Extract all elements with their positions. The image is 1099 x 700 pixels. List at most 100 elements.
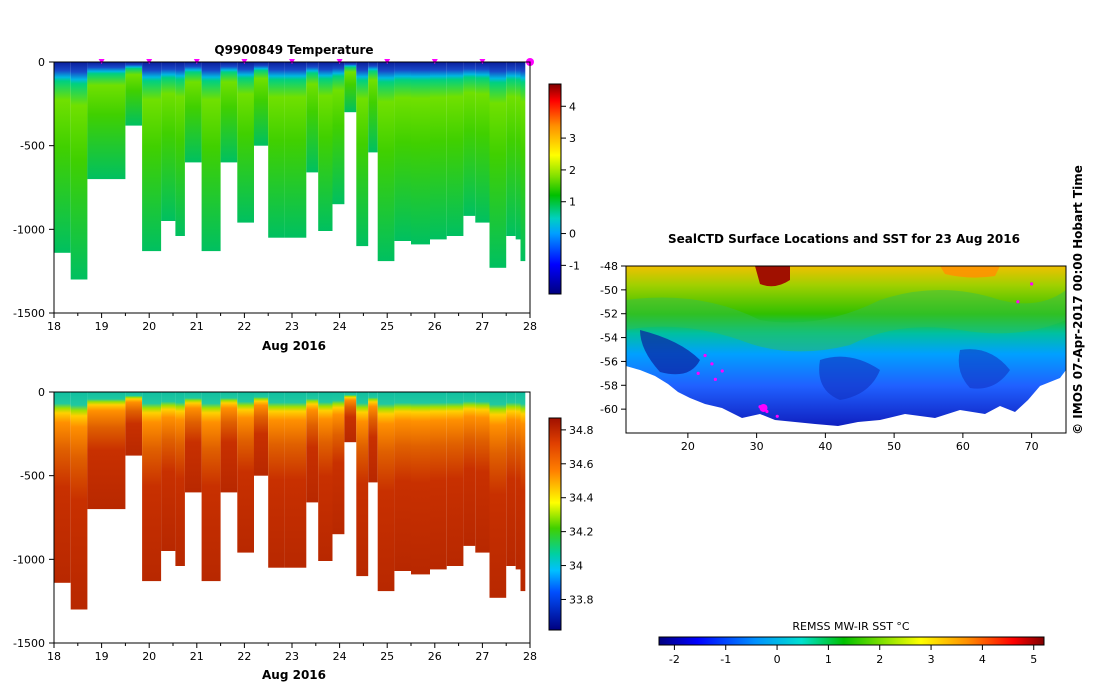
- track-point: [720, 369, 724, 373]
- temperature-profile-column: [306, 62, 319, 173]
- salinity-profile-column: [104, 392, 126, 510]
- sst-colorbar-tick-label: 3: [928, 653, 935, 666]
- map-x-tick-label: 70: [1025, 440, 1039, 453]
- x-tick-label: 27: [475, 650, 489, 663]
- map-y-tick-label: -50: [600, 284, 618, 297]
- temperature-profile-column: [377, 62, 395, 262]
- temperature-profile-column: [356, 62, 369, 247]
- colorbar-tick-label: 34.4: [569, 492, 594, 505]
- colorbar-tick-label: 1: [569, 196, 576, 209]
- salinity-profile-column: [306, 392, 319, 503]
- x-tick-label: 28: [523, 650, 537, 663]
- map-y-tick-label: -52: [600, 308, 618, 321]
- temperature-profile-column: [411, 62, 430, 245]
- x-tick-label: 27: [475, 320, 489, 333]
- salinity-profile-column: [344, 392, 357, 443]
- track-point: [1030, 282, 1034, 286]
- x-tick-label: 25: [380, 650, 394, 663]
- sst-front-band: [626, 290, 1066, 352]
- x-tick-label: 24: [333, 650, 347, 663]
- salinity-profile-column: [142, 392, 162, 582]
- colorbar-tick-label: 34.2: [569, 526, 594, 539]
- map-y-axis: -48 -50 -52 -54 -56 -58 -60: [600, 260, 626, 416]
- salinity-profile-column: [125, 392, 143, 456]
- sst-colorbar-title: REMSS MW-IR SST °C: [792, 620, 910, 633]
- salinity-profile-column: [506, 392, 516, 566]
- temperature-profile-column: [284, 62, 307, 238]
- sst-colorbar-group: REMSS MW-IR SST °C -2 -1 0 1 2 3 4 5: [658, 620, 1045, 666]
- map-x-tick-label: 50: [887, 440, 901, 453]
- salinity-profile-column: [430, 392, 447, 570]
- sst-cold-patch-west: [640, 330, 700, 375]
- sst-colorbar-tick-label: -1: [720, 653, 731, 666]
- temperature-xlabel: Aug 2016: [262, 339, 326, 353]
- temperature-x-axis: 18 19 20 21 22 23 24 25 26 27 28: [47, 313, 537, 333]
- temperature-panel: Q9900849 Temperature 18 19 20 21 22 23 24 25 26 2…: [13, 43, 580, 353]
- temperature-profile-column: [175, 62, 185, 236]
- sst-colorbar-tick-label: 2: [876, 653, 883, 666]
- salinity-profile-column: [70, 392, 88, 610]
- sst-colorbar-tick-label: 5: [1030, 653, 1037, 666]
- salinity-profile-column: [220, 392, 238, 493]
- salinity-panel: 18 19 20 21 22 23 24 25 26 27 28 0 -500 -1000 -1500 A…: [13, 386, 593, 682]
- map-x-tick-label: 30: [750, 440, 764, 453]
- temperature-profile-column: [161, 62, 176, 221]
- temperature-profile-column: [237, 62, 254, 223]
- map-x-tick-label: 40: [818, 440, 832, 453]
- temperature-profile-column: [520, 62, 526, 262]
- salinity-profile-column: [332, 392, 345, 535]
- temperature-colorbar: [548, 83, 562, 295]
- x-tick-label: 19: [95, 320, 109, 333]
- temperature-profile-column: [515, 62, 521, 240]
- salinity-profile-column: [356, 392, 369, 577]
- colorbar-tick-label: 34.6: [569, 458, 594, 471]
- temperature-colorbar-ticks: -1 0 1 2 3 4: [561, 100, 580, 272]
- temperature-profile-column: [344, 62, 357, 113]
- salinity-colorbar: [548, 417, 562, 631]
- temperature-profile-column: [268, 62, 285, 238]
- salinity-profile-column: [394, 392, 411, 571]
- x-tick-label: 23: [285, 650, 299, 663]
- salinity-profile-column: [268, 392, 285, 568]
- map-x-axis: 20 30 40 50 60 70: [681, 433, 1039, 453]
- colorbar-tick-label: 3: [569, 132, 576, 145]
- sst-colorbar-ticks: -2 -1 0 1 2 3 4 5: [669, 645, 1037, 666]
- temperature-section: [54, 62, 526, 280]
- colorbar-tick-label: 34: [569, 560, 583, 573]
- map-y-tick-label: -60: [600, 403, 618, 416]
- temperature-profile-column: [394, 62, 411, 241]
- sst-colorbar-tick-label: 0: [774, 653, 781, 666]
- temperature-profile-column: [253, 62, 269, 146]
- sst-warm-patch-east: [940, 266, 1000, 278]
- colorbar-tick-label: 34.8: [569, 424, 594, 437]
- temperature-profile-column: [54, 62, 71, 253]
- temperature-y-axis: 0 -500 -1000 -1500: [13, 56, 54, 320]
- temperature-profile-column: [489, 62, 507, 268]
- temperature-profile-column: [104, 62, 126, 180]
- temperature-profile-column: [318, 62, 333, 231]
- salinity-profile-column: [368, 392, 378, 483]
- x-tick-label: 26: [428, 650, 442, 663]
- colorbar-tick-label: -1: [569, 259, 580, 272]
- map-y-tick-label: -58: [600, 379, 618, 392]
- x-tick-label: 20: [142, 320, 156, 333]
- temperature-profile-column: [475, 62, 490, 223]
- sst-cold-patch-central: [819, 356, 880, 400]
- y-tick-label: -1500: [13, 307, 45, 320]
- temperature-profile-column: [87, 62, 104, 180]
- y-tick-label: -500: [20, 140, 45, 153]
- temperature-profile-column: [332, 62, 345, 205]
- current-location-marker: [759, 403, 768, 412]
- salinity-profile-column: [237, 392, 254, 553]
- salinity-profile-column: [318, 392, 333, 561]
- sst-colorbar-tick-label: 1: [825, 653, 832, 666]
- salinity-profile-column: [87, 392, 104, 510]
- salinity-y-axis: 0 -500 -1000 -1500: [13, 386, 54, 650]
- salinity-profile-column: [184, 392, 202, 493]
- map-frame: [625, 265, 1067, 434]
- temperature-profile-column: [463, 62, 476, 216]
- salinity-profile-column: [161, 392, 176, 551]
- map-y-tick-label: -54: [600, 332, 618, 345]
- x-tick-label: 18: [47, 650, 61, 663]
